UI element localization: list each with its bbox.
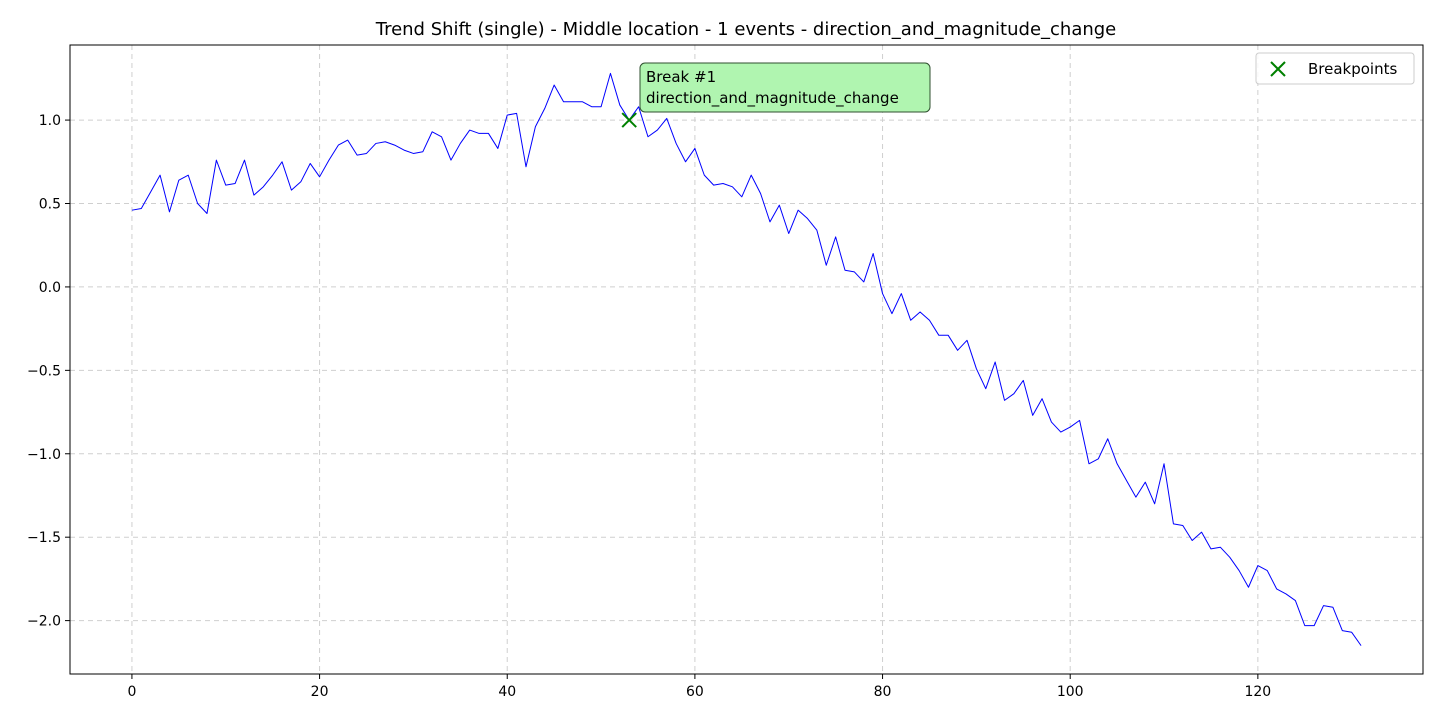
legend-marker-x — [1270, 61, 1286, 77]
axis-layer: 0 20 40 60 80 100 120 1.0 0.5 0.0 −0.5 −1.0 −1.5 −2.0 — [27, 44, 1424, 700]
y-tick-label: 0.0 — [39, 280, 61, 296]
y-tick-label: 1.0 — [39, 113, 61, 129]
x-tick-label: 60 — [686, 684, 704, 700]
breakpoint-marker — [621, 112, 637, 128]
x-tick-label: 100 — [1057, 684, 1084, 700]
y-tick-label: 0.5 — [39, 197, 61, 213]
annotation-layer: Break #1 direction_and_magnitude_change — [639, 62, 931, 113]
x-tick-label: 80 — [874, 684, 892, 700]
series-line — [131, 72, 1362, 646]
x-tick-label: 40 — [498, 684, 516, 700]
annotation-box — [639, 62, 931, 113]
breakpoint-layer — [621, 112, 637, 128]
y-tick-label: −1.0 — [27, 447, 61, 463]
y-tick-label: −2.0 — [27, 614, 61, 630]
annotation-line-2: direction_and_magnitude_change — [646, 89, 899, 108]
legend: Breakpoints — [1255, 52, 1415, 85]
breakpoint-marker-stroke — [1270, 61, 1286, 77]
legend-breakpoint-marker — [1270, 61, 1286, 77]
x-tick-label: 120 — [1244, 684, 1271, 700]
plot-frame — [69, 44, 1424, 675]
legend-box — [1255, 52, 1415, 85]
grid-layer — [70, 45, 1423, 674]
series-layer — [131, 72, 1362, 646]
breakpoint-marker-stroke — [621, 112, 637, 128]
chart-title: Trend Shift (single) - Middle location -… — [375, 19, 1117, 40]
annotation-line-1: Break #1 — [646, 68, 716, 86]
x-tick-label: 0 — [127, 684, 136, 700]
legend-label-breakpoints: Breakpoints — [1308, 60, 1397, 78]
x-tick-label: 20 — [311, 684, 329, 700]
y-tick-label: −0.5 — [27, 363, 61, 379]
y-tick-label: −1.5 — [27, 530, 61, 546]
